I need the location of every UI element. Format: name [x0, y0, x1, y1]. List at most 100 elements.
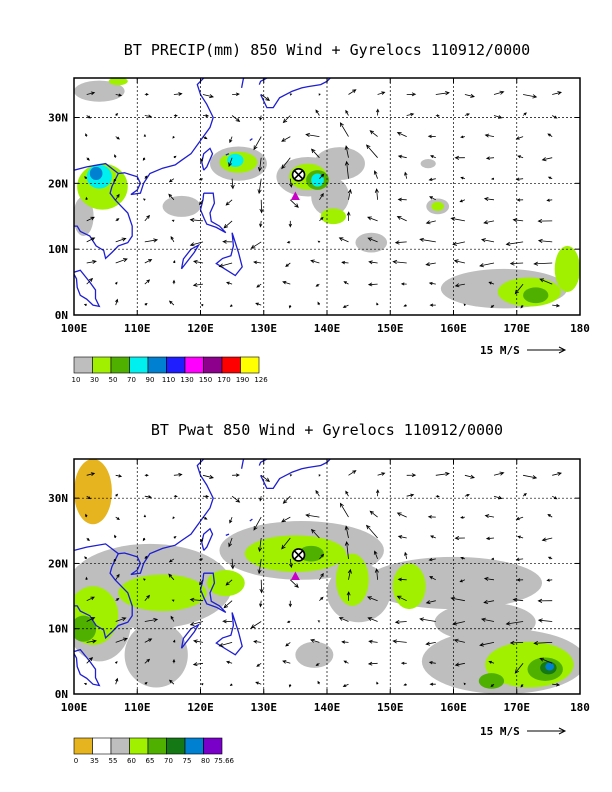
- pwat-wind-vector: [427, 515, 436, 519]
- pwat-wind-vector: [281, 537, 291, 550]
- pwat-wind-vector: [346, 591, 351, 601]
- pwat-wind-vector: [189, 597, 204, 602]
- pwat-field-blob: [206, 569, 245, 597]
- pwat-wind-vector: [344, 540, 350, 559]
- pwat-wind-vector: [368, 639, 378, 644]
- precip-colorbar-swatch: [184, 356, 204, 374]
- precip-wind-vector: [338, 237, 349, 243]
- pwat-gyre-markers: [290, 548, 306, 580]
- precip-vector-scale-arrowhead: [558, 346, 567, 354]
- pwat-wind-vector: [115, 573, 120, 581]
- precip-wind-vector: [115, 258, 128, 264]
- precip-wind-vector: [427, 134, 436, 139]
- precip-x-tick-label: 180: [570, 322, 590, 335]
- precip-field-blob: [355, 232, 388, 253]
- pwat-wind-vector: [288, 600, 292, 608]
- pwat-wind-vector: [515, 557, 524, 562]
- pwat-wind-vector: [345, 490, 349, 497]
- precip-wind-vector: [86, 259, 97, 264]
- pwat-wind-vector: [230, 558, 235, 570]
- precip-wind-vector: [463, 303, 466, 306]
- pwat-field-blob: [335, 553, 369, 606]
- pwat-wind-vector: [425, 600, 436, 605]
- pwat-wind-vector: [365, 524, 378, 539]
- precip-x-tick-label: 130E: [251, 322, 278, 335]
- pwat-wind-vector: [406, 493, 415, 498]
- pwat-wind-vector: [341, 640, 349, 644]
- pwat-wind-vector: [257, 558, 262, 575]
- precip-axis-ticks: 100E 110E 120E 130E 140E 150E 160E 170E 180 0N 10N…: [48, 78, 590, 335]
- precip-coastline: [260, 78, 331, 109]
- precip-wind-vector: [454, 283, 465, 288]
- precip-wind-vector: [483, 220, 495, 225]
- precip-colorbar-swatch: [110, 356, 130, 374]
- precip-wind-vector: [317, 240, 321, 244]
- precip-colorbar-label: 30: [90, 376, 99, 384]
- pwat-wind-vector: [454, 662, 465, 667]
- precip-wind-vector: [342, 304, 349, 308]
- pwat-wind-vector: [483, 576, 495, 581]
- pwat-wind-vector: [86, 639, 97, 644]
- pwat-colorbar-swatch: [73, 737, 93, 755]
- pwat-y-tick-label: 20N: [48, 557, 68, 570]
- pwat-wind-vector: [377, 472, 386, 476]
- precip-wind-vector: [223, 220, 233, 229]
- pwat-wind-vector: [459, 579, 466, 583]
- pwat-wind-vector: [282, 660, 291, 664]
- pwat-wind-vector: [144, 658, 151, 664]
- pwat-coastline: [201, 527, 214, 551]
- pwat-wind-vector: [114, 534, 117, 539]
- precip-colorbar-swatch: [147, 356, 167, 374]
- pwat-coastline: [240, 459, 245, 469]
- pwat-wind-vector: [143, 514, 147, 518]
- precip-wind-vector: [539, 278, 553, 285]
- precip-wind-vector: [315, 283, 320, 287]
- pwat-wind-vector: [202, 494, 210, 498]
- precip-wind-vector: [392, 259, 407, 265]
- precip-wind-vector: [255, 302, 262, 306]
- pwat-colorbar-label: 35: [90, 757, 99, 765]
- pwat-vector-scale: 15 M/S: [480, 725, 567, 738]
- precip-wind-vector: [189, 217, 204, 223]
- precip-wind-vector: [515, 136, 524, 140]
- precip-wind-vector: [86, 91, 96, 96]
- precip-colorbar-swatch: [203, 356, 223, 374]
- pwat-wind-vector: [376, 489, 380, 497]
- precip-wind-vector: [144, 279, 151, 285]
- pwat-wind-vector: [533, 641, 553, 646]
- pwat-x-tick-label: 180: [570, 701, 590, 714]
- pwat-wind-vectors: [83, 470, 562, 688]
- pwat-wind-vector: [229, 516, 233, 524]
- precip-gridlines: [74, 78, 580, 315]
- pwat-wind-vector: [537, 598, 553, 603]
- pwat-wind-vector: [259, 600, 263, 608]
- pwat-wind-vector: [113, 558, 117, 563]
- precip-wind-vector: [115, 237, 127, 243]
- pwat-wind-vector: [170, 615, 175, 622]
- precip-wind-vector: [229, 304, 233, 307]
- precip-colorbar-label: 130: [180, 376, 193, 384]
- pwat-wind-vector: [144, 617, 159, 623]
- precip-wind-vector: [551, 115, 558, 119]
- precip-wind-vector: [144, 259, 153, 264]
- pwat-colorbar-label: 75.66: [214, 757, 235, 765]
- pwat-wind-vector: [142, 578, 146, 581]
- precip-wind-vector: [523, 94, 538, 99]
- pwat-coastline: [225, 533, 230, 537]
- precip-vector-scale-label: 15 M/S: [480, 344, 520, 357]
- precip-gyre-center-marker: [291, 167, 306, 182]
- precip-colorbar-label: 150: [199, 376, 212, 384]
- pwat-wind-vector: [229, 683, 233, 687]
- pwat-wind-vector: [289, 558, 293, 569]
- pwat-wind-vector: [225, 579, 233, 586]
- precip-wind-vector: [479, 262, 495, 268]
- pwat-wind-vector: [84, 556, 87, 560]
- precip-wind-vector: [509, 261, 524, 266]
- precip-wind-vector: [397, 197, 407, 202]
- pwat-wind-vector: [317, 680, 321, 685]
- precip-wind-vector: [253, 260, 262, 265]
- precip-wind-vector: [365, 144, 378, 158]
- precip-wind-vector: [168, 178, 175, 183]
- pwat-wind-vector: [253, 516, 262, 531]
- precip-wind-vector: [168, 193, 175, 201]
